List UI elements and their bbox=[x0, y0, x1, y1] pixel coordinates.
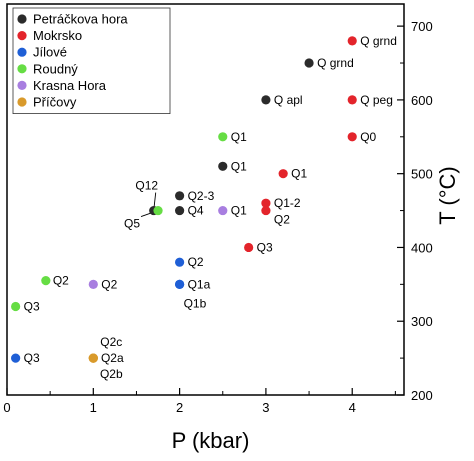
point-label: Q0 bbox=[360, 130, 376, 144]
data-point bbox=[11, 353, 21, 363]
data-point bbox=[261, 95, 271, 105]
legend-marker bbox=[17, 80, 27, 90]
data-point bbox=[218, 205, 228, 216]
point-label: Q apl bbox=[274, 93, 303, 107]
point-label: Q2 bbox=[274, 213, 290, 227]
point-label: Q12 bbox=[135, 179, 158, 193]
point-labels: Q grnd Q apl Q1 Q2-3Q4 Q12 Q grnd Q peg Q0 Q1 Q1-… bbox=[24, 34, 397, 381]
data-point bbox=[218, 161, 228, 171]
legend-entry: Mokrsko bbox=[33, 28, 82, 43]
data-points bbox=[11, 36, 357, 363]
point-label: Q5 bbox=[124, 217, 140, 231]
x-tick-label: 4 bbox=[349, 400, 356, 415]
y-tick-label: 600 bbox=[411, 93, 433, 108]
point-label: Q grnd bbox=[317, 56, 354, 70]
data-point bbox=[175, 205, 185, 216]
y-tick-label: 200 bbox=[411, 388, 433, 403]
point-label: Q2 bbox=[53, 274, 69, 288]
legend-entry: Petráčkova hora bbox=[33, 12, 128, 27]
point-label: Q3 bbox=[24, 351, 40, 365]
y-axis-title: T (°C) bbox=[435, 166, 460, 225]
point-label: Q2b bbox=[100, 367, 123, 381]
data-point bbox=[175, 257, 185, 267]
legend-entry: Jílové bbox=[33, 45, 67, 60]
legend-marker bbox=[17, 97, 27, 107]
y-tick-label: 400 bbox=[411, 240, 433, 255]
data-point bbox=[218, 132, 228, 142]
data-point bbox=[175, 279, 185, 289]
data-point bbox=[175, 191, 185, 201]
point-label: Q2 bbox=[101, 277, 117, 291]
legend-entry: Krasna Hora bbox=[33, 78, 107, 93]
point-label: Q1-2 bbox=[274, 196, 301, 210]
data-point bbox=[278, 169, 288, 179]
x-tick-label: 3 bbox=[262, 400, 269, 415]
point-label: Q1 bbox=[231, 204, 247, 218]
point-label: Q2a bbox=[101, 351, 124, 365]
data-point bbox=[261, 205, 271, 216]
data-point bbox=[244, 242, 254, 253]
y-tick-label: 300 bbox=[411, 314, 433, 329]
legend-box bbox=[12, 7, 171, 114]
point-label: Q3 bbox=[257, 240, 273, 254]
data-point bbox=[88, 279, 98, 289]
point-label: Q2c bbox=[100, 335, 122, 349]
point-label: Q1a bbox=[188, 277, 211, 291]
x-tick-label: 2 bbox=[176, 400, 183, 415]
data-point bbox=[11, 301, 21, 312]
point-label: Q3 bbox=[24, 299, 40, 313]
legend-marker bbox=[17, 64, 27, 74]
axes: 0 1 2 3 4 200 300 400 500 600 700 P (kbar) T (°C) bbox=[3, 3, 460, 453]
x-tick-label: 1 bbox=[90, 400, 97, 415]
point-label: Q2-3 bbox=[188, 189, 215, 203]
legend-marker bbox=[17, 14, 27, 24]
plot-frame bbox=[6, 3, 405, 396]
data-point bbox=[347, 95, 357, 105]
point-label: Q1b bbox=[184, 296, 207, 310]
point-label: Q1 bbox=[291, 167, 307, 181]
data-point bbox=[41, 276, 51, 286]
point-label: Q2 bbox=[188, 255, 204, 269]
x-tick-label: 0 bbox=[3, 400, 10, 415]
point-label: Q1 bbox=[231, 159, 247, 173]
legend-marker bbox=[17, 30, 27, 41]
data-point bbox=[304, 58, 314, 68]
legend-entry: Příčovy bbox=[33, 95, 77, 110]
legend-entry: Roudný bbox=[33, 61, 78, 76]
point-label: Q grnd bbox=[360, 34, 397, 48]
y-tick-label: 500 bbox=[411, 167, 433, 182]
data-point bbox=[153, 205, 163, 216]
data-point bbox=[88, 353, 98, 363]
point-label: Q peg bbox=[360, 93, 393, 107]
point-label: Q4 bbox=[188, 204, 204, 218]
data-point bbox=[347, 132, 357, 142]
data-point bbox=[261, 198, 271, 208]
point-label: Q1 bbox=[231, 130, 247, 144]
x-axis-title: P (kbar) bbox=[172, 428, 250, 453]
legend-marker bbox=[17, 47, 27, 57]
data-point bbox=[347, 36, 357, 46]
y-tick-label: 700 bbox=[411, 19, 433, 34]
